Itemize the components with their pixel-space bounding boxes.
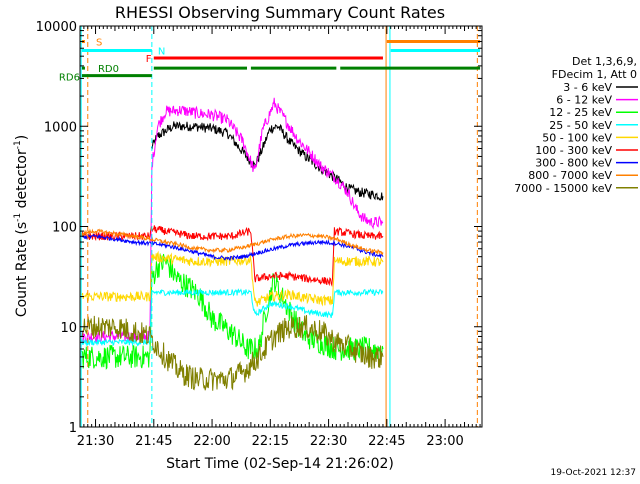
y-tick-label: 10000 xyxy=(36,20,77,35)
legend-label: 6 - 12 keV xyxy=(556,94,612,107)
series-line-8 xyxy=(81,315,384,391)
y-tick-label: 1 xyxy=(69,421,77,436)
state-bar-label-n: N xyxy=(158,46,165,57)
state-bar-label-rd0: RD0 xyxy=(98,64,119,75)
legend-label: 7000 - 15000 keV xyxy=(514,182,612,195)
y-tick-label: 1000 xyxy=(44,120,77,135)
x-tick-label: 22:45 xyxy=(368,434,405,449)
y-axis-label-mid: detector xyxy=(14,149,30,213)
series-line-5 xyxy=(81,225,384,287)
chart-title: RHESSI Observing Summary Count Rates xyxy=(115,3,445,22)
y-axis-label-main: Count Rate (s xyxy=(14,222,30,317)
x-tick-label: 22:30 xyxy=(310,434,347,449)
y-tick-label: 10 xyxy=(60,321,77,336)
legend-label: 50 - 100 keV xyxy=(542,131,612,144)
legend-label: 800 - 7000 keV xyxy=(528,169,612,182)
legend-label: 3 - 6 keV xyxy=(563,81,612,94)
x-axis-label: Start Time (02-Sep-14 21:26:02) xyxy=(166,456,394,472)
y-axis: 1 10 100 1000 10000 xyxy=(36,20,482,436)
x-tick-label: 23:00 xyxy=(426,434,463,449)
series-line-7 xyxy=(81,228,384,256)
legend-label: 12 - 25 keV xyxy=(549,106,612,119)
legend-label: 25 - 50 keV xyxy=(549,119,612,132)
y-axis-label-end: ) xyxy=(14,135,30,140)
x-axis: 21:30 21:45 22:00 22:15 22:30 22:45 23:00 xyxy=(77,26,481,449)
y-axis-label: Count Rate (s-1 detector-1) xyxy=(13,135,30,317)
state-bar-label-f: F xyxy=(146,54,152,65)
y-axis-label-sup1: -1 xyxy=(13,213,23,222)
legend-label: 100 - 300 keV xyxy=(535,144,612,157)
x-tick-label: 22:15 xyxy=(252,434,289,449)
x-tick-label: 21:30 xyxy=(77,434,114,449)
x-tick-label: 21:45 xyxy=(135,434,172,449)
timestamp: 19-Oct-2021 12:37 xyxy=(551,468,636,478)
legend-label: 300 - 800 keV xyxy=(535,157,612,170)
series-line-6 xyxy=(81,233,384,261)
state-bar-label-s: S xyxy=(96,38,102,49)
state-bar-label-rd6: RD6 xyxy=(59,73,80,84)
y-axis-label-sup2: -1 xyxy=(13,140,23,149)
legend-header-line: FDecim 1, Att 0 xyxy=(552,68,637,81)
legend-header-line: Det 1,3,6,9, xyxy=(572,55,637,68)
y-tick-label: 100 xyxy=(52,221,77,236)
x-tick-label: 22:00 xyxy=(193,434,230,449)
